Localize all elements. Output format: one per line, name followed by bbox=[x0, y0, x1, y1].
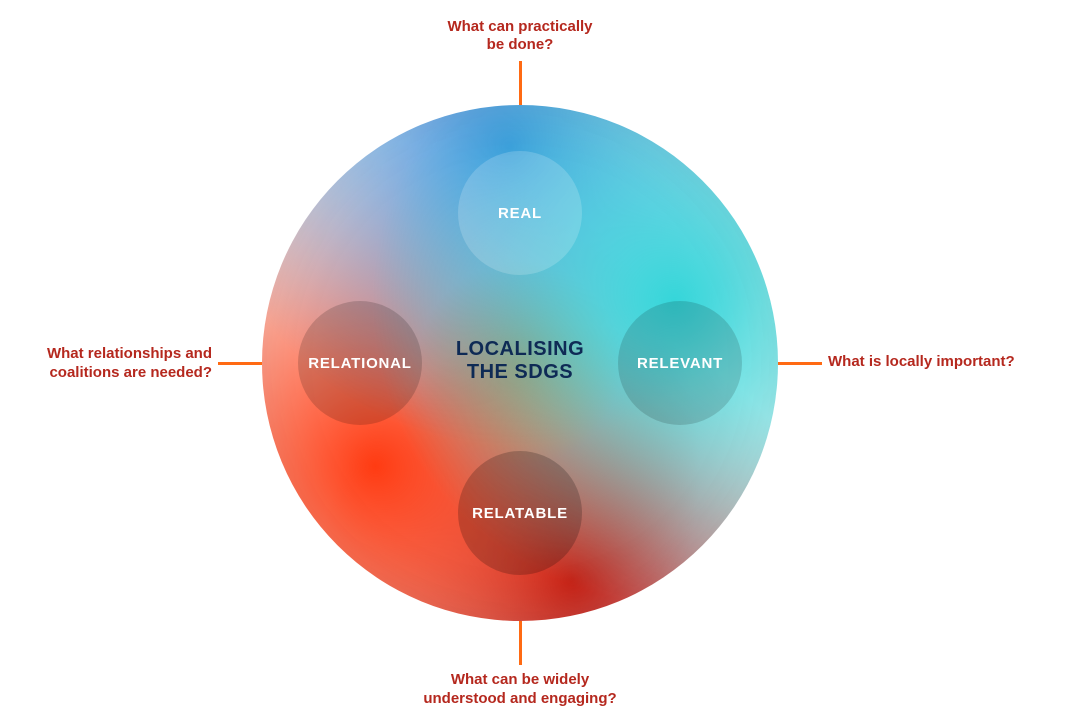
question-bottom: What can be widely understood and engagi… bbox=[370, 671, 670, 709]
question-right: What is locally important? bbox=[828, 353, 1058, 372]
diagram-stage: What can practically be done? What can b… bbox=[0, 0, 1084, 726]
center-title: LOCALISING THE SDGS bbox=[430, 338, 610, 384]
connector-bottom bbox=[519, 621, 522, 665]
question-top: What can practically be done? bbox=[390, 18, 650, 56]
node-relational: RELATIONAL bbox=[298, 301, 422, 425]
connector-right bbox=[778, 362, 822, 365]
question-left: What relationships and coalitions are ne… bbox=[0, 345, 212, 383]
connector-top bbox=[519, 61, 522, 105]
node-relevant: RELEVANT bbox=[618, 301, 742, 425]
node-real: REAL bbox=[458, 151, 582, 275]
connector-left bbox=[218, 362, 262, 365]
node-relatable: RELATABLE bbox=[458, 451, 582, 575]
